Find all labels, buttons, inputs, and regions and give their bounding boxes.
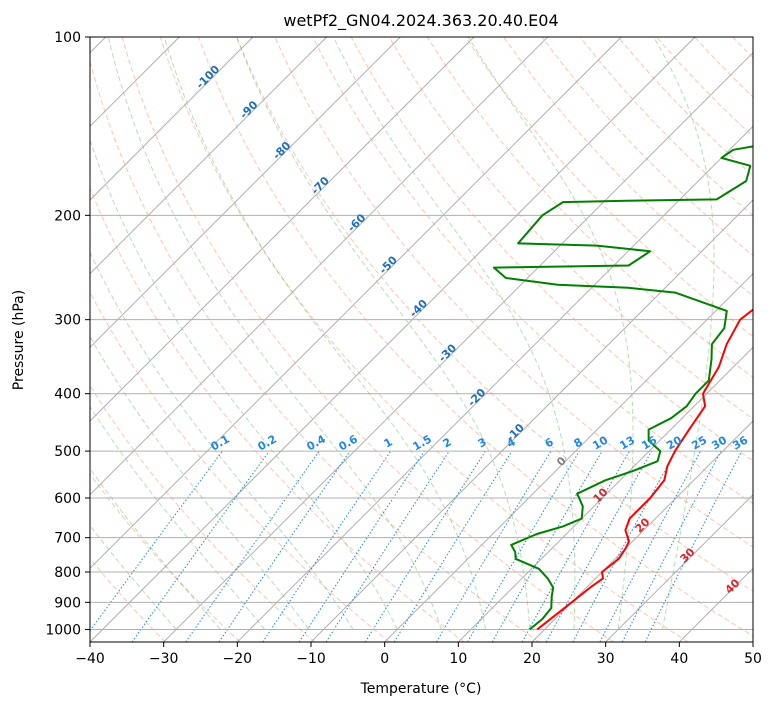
y-tick-label: 900 bbox=[54, 595, 81, 611]
y-axis-label: Pressure (hPa) bbox=[11, 290, 27, 390]
isotherm bbox=[531, 420, 753, 642]
dry-adiabat bbox=[90, 384, 316, 642]
isotherm bbox=[605, 493, 753, 642]
dry-adiabat bbox=[90, 186, 465, 642]
y-tick-label: 400 bbox=[54, 387, 81, 403]
mixing-ratio-line bbox=[393, 450, 513, 642]
isotherm bbox=[384, 272, 753, 642]
mixing-ratio-line bbox=[521, 450, 630, 642]
x-tick-label: 50 bbox=[744, 651, 762, 667]
x-tick-label: −30 bbox=[149, 651, 179, 667]
chart-title: wetPf2_GN04.2024.363.20.40.E04 bbox=[283, 11, 558, 31]
isotherm bbox=[457, 346, 753, 642]
y-tick-label: 800 bbox=[54, 565, 81, 581]
x-axis: −40 −30 −20 −10 0 10 20 30 40 50 bbox=[75, 642, 762, 667]
x-tick-label: −10 bbox=[296, 651, 326, 667]
isotherm bbox=[90, 37, 254, 201]
dry-adiabat bbox=[90, 291, 390, 642]
x-axis-label: Temperature (°C) bbox=[360, 681, 482, 697]
moist-adiabat bbox=[467, 37, 634, 630]
mixing-ratio-line bbox=[572, 450, 677, 642]
moist-adiabat bbox=[90, 251, 354, 630]
isotherm bbox=[90, 37, 549, 496]
y-tick-label: 700 bbox=[54, 531, 81, 547]
moist-adiabat bbox=[90, 524, 177, 630]
background-lines bbox=[90, 37, 753, 642]
y-tick-label: 600 bbox=[54, 491, 81, 507]
moist-adiabat bbox=[90, 405, 265, 630]
moist-adiabat bbox=[332, 37, 576, 630]
x-tick-label: −40 bbox=[75, 651, 105, 667]
x-tick-label: −20 bbox=[223, 651, 253, 667]
y-tick-label: 500 bbox=[54, 444, 81, 460]
y-tick-label: 1000 bbox=[45, 622, 81, 638]
isotherm bbox=[310, 199, 753, 642]
x-tick-label: 0 bbox=[380, 651, 389, 667]
y-tick-label: 200 bbox=[54, 208, 81, 224]
x-tick-label: 40 bbox=[670, 651, 688, 667]
moist-adiabat bbox=[236, 37, 531, 630]
mixing-ratio-line bbox=[131, 450, 270, 642]
pressure-grid bbox=[90, 37, 753, 630]
y-axis: 100 200 300 400 500 600 700 800 900 1000 bbox=[45, 30, 90, 638]
dry-adiabat bbox=[159, 37, 689, 642]
mixing-ratio-line bbox=[185, 450, 320, 642]
isotherm bbox=[236, 125, 753, 642]
isotherm bbox=[90, 37, 401, 349]
temperature-line bbox=[536, 308, 753, 631]
dry-adiabat bbox=[90, 59, 540, 642]
x-tick-label: 20 bbox=[523, 651, 541, 667]
mixing-ratio-line bbox=[599, 450, 701, 642]
dry-adiabat bbox=[503, 37, 753, 297]
plot-frame bbox=[89, 36, 754, 643]
mixing-ratio-line bbox=[90, 450, 223, 632]
mixing-ratio-line bbox=[364, 450, 486, 642]
isotherm bbox=[90, 37, 696, 642]
mixing-ratio-line bbox=[644, 450, 743, 642]
isotherm bbox=[90, 37, 328, 275]
mixing-ratio-line bbox=[298, 450, 425, 642]
dewpoint-line bbox=[492, 145, 753, 631]
mixing-ratio-line bbox=[545, 450, 653, 642]
moist-adiabat bbox=[653, 37, 715, 630]
dry-adiabat bbox=[90, 557, 166, 642]
moist-adiabat bbox=[90, 335, 310, 630]
x-tick-label: 30 bbox=[597, 651, 615, 667]
isotherm bbox=[90, 37, 475, 422]
dry-adiabat bbox=[274, 37, 753, 548]
y-tick-label: 300 bbox=[54, 313, 81, 329]
moist-adiabat bbox=[107, 37, 442, 630]
moist-adiabat bbox=[163, 37, 487, 630]
dry-adiabat bbox=[121, 37, 614, 642]
dry-adiabat bbox=[90, 472, 241, 642]
mixing-ratio-line bbox=[621, 450, 722, 642]
mixing-ratio-line bbox=[262, 450, 392, 642]
dry-adiabat bbox=[426, 37, 753, 378]
x-tick-label: 10 bbox=[449, 651, 467, 667]
y-tick-label: 100 bbox=[54, 30, 81, 46]
profile-lines bbox=[492, 145, 753, 631]
dry-adiabat bbox=[198, 37, 753, 637]
moist-adiabat bbox=[90, 467, 221, 630]
mixing-ratio-line bbox=[218, 450, 351, 642]
isotherm bbox=[90, 37, 622, 570]
dry-adiabat bbox=[236, 37, 753, 592]
isotherm bbox=[163, 51, 753, 642]
mixing-ratio-line bbox=[435, 450, 552, 642]
mixing-ratio-line bbox=[325, 450, 450, 642]
